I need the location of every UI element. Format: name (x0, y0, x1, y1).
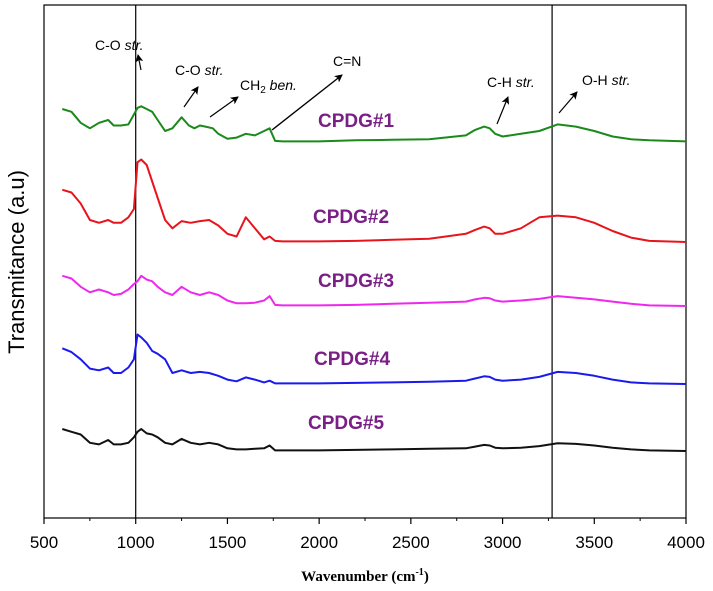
series-label-cpdg3: CPDG#3 (318, 271, 394, 292)
annotation-ch-stretch: C-H str. (487, 74, 535, 90)
annotation-arrow-oh (558, 91, 578, 114)
annotation-co2-it: str. (205, 62, 224, 78)
x-axis-title-sup: -1 (415, 567, 423, 578)
series-line-cpdg5 (62, 428, 687, 452)
series-line-cpdg2 (62, 158, 687, 243)
x-tick-label-2000: 2000 (300, 533, 338, 552)
annotation-arrow-co2 (183, 86, 199, 108)
series-group (61, 105, 687, 452)
series-label-cpdg1: CPDG#1 (318, 111, 394, 132)
x-axis-title: Wavenumber (cm-1) (301, 567, 429, 585)
y-axis-title: Transmitance (a.u) (4, 170, 29, 354)
x-tick-label-3500: 3500 (575, 533, 613, 552)
annotation-cn: C=N (333, 53, 361, 69)
annotation-ch-it: str. (516, 74, 535, 90)
annotation-oh-pre: O-H (582, 72, 612, 88)
series-line-cpdg3 (62, 274, 687, 307)
annotation-oh-stretch: O-H str. (582, 72, 630, 88)
annotation-co2-pre: C-O (175, 62, 205, 78)
x-tick-label-1000: 1000 (117, 533, 155, 552)
x-tick-label-1500: 1500 (209, 533, 247, 552)
series-line-cpdg4 (61, 333, 687, 385)
annotation-oh-it: str. (612, 72, 631, 88)
reference-lines (135, 5, 553, 518)
x-axis-title-suffix: ) (424, 569, 429, 585)
annotation-ch2-post: ben. (266, 77, 297, 93)
annotation-co1-it: str. (125, 37, 144, 53)
annotation-ch-pre: C-H (487, 74, 516, 90)
annotation-co-stretch-1: C-O str. (95, 37, 143, 53)
x-tick-label-2500: 2500 (392, 533, 430, 552)
annotation-arrow-cn (271, 74, 343, 131)
annotation-arrow-co1 (135, 54, 144, 71)
annotation-arrow-ch2 (209, 96, 239, 118)
series-line-cpdg1 (62, 105, 687, 143)
annotation-ch2-pre: CH (240, 77, 260, 93)
series-label-cpdg2: CPDG#2 (313, 207, 389, 228)
x-tick-label-4000: 4000 (667, 533, 705, 552)
annotation-ch2-sub: 2 (260, 85, 266, 96)
x-axis-title-main: Wavenumber (cm (301, 569, 416, 585)
series-label-cpdg5: CPDG#5 (308, 413, 384, 434)
series-label-cpdg4: CPDG#4 (314, 349, 390, 370)
annotation-arrow-ch (496, 96, 510, 125)
annotation-ch2-bending: CH2 ben. (240, 77, 297, 96)
x-ticks (43, 518, 687, 524)
x-tick-label-3000: 3000 (484, 533, 522, 552)
x-tick-label-500: 500 (30, 533, 58, 552)
x-tick-labels: 500 1000 1500 2000 2500 3000 3500 4000 (30, 533, 705, 552)
annotation-co1-pre: C-O (95, 37, 125, 53)
annotation-co-stretch-2: C-O str. (175, 62, 223, 78)
